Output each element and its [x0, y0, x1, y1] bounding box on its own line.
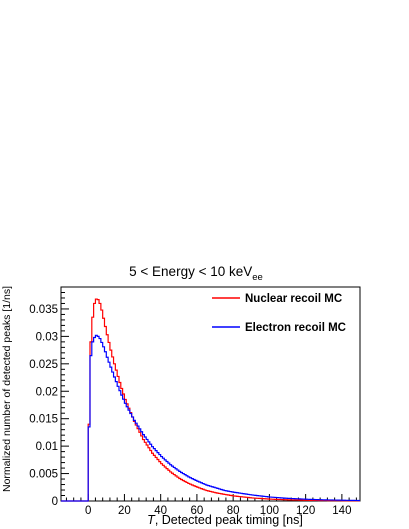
chart-title-main: 5 < Energy < 10 keV [129, 264, 252, 279]
plot-frame [60, 286, 361, 502]
chart-title: 5 < Energy < 10 keVee [129, 264, 263, 283]
x-axis-title: T, Detected peak timing [ns] [147, 513, 303, 527]
x-tick-label: 20 [118, 505, 131, 517]
axis-ticks: 0 20 40 60 80 100 120 140 0 0.005 0.01 0.015 0.02 0.0… [29, 286, 357, 517]
x-tick-label: 60 [191, 505, 204, 517]
x-tick-label: 80 [227, 505, 240, 517]
series-line-electron [61, 334, 360, 502]
legend: Nuclear recoil MC Electron recoil MC [212, 293, 346, 334]
y-tick-label: 0.025 [29, 359, 58, 371]
x-tick-label: 100 [260, 505, 279, 517]
y-tick-label: 0.01 [36, 441, 58, 453]
y-tick-label: 0.015 [29, 414, 58, 426]
y-tick-label: 0.03 [36, 331, 58, 343]
y-axis-title: Normalized number of detected peaks [1/n… [1, 286, 13, 492]
y-tick-label: 0 [52, 496, 58, 508]
x-tick-label: 0 [85, 505, 91, 517]
x-tick-label: 40 [154, 505, 167, 517]
x-axis-title-var: T [147, 513, 156, 527]
x-tick-label: 140 [332, 505, 351, 517]
legend-label-nuclear: Nuclear recoil MC [245, 293, 342, 305]
y-tick-label: 0.035 [29, 304, 58, 316]
chart-title-subscript: ee [252, 272, 263, 283]
series-lines [61, 298, 360, 502]
y-tick-label: 0.005 [29, 469, 58, 481]
series-line-nuclear [61, 298, 360, 502]
x-tick-label: 120 [296, 505, 315, 517]
x-axis-title-rest: , Detected peak timing [ns] [155, 513, 303, 527]
legend-label-electron: Electron recoil MC [245, 322, 346, 334]
y-tick-label: 0.02 [36, 386, 58, 398]
